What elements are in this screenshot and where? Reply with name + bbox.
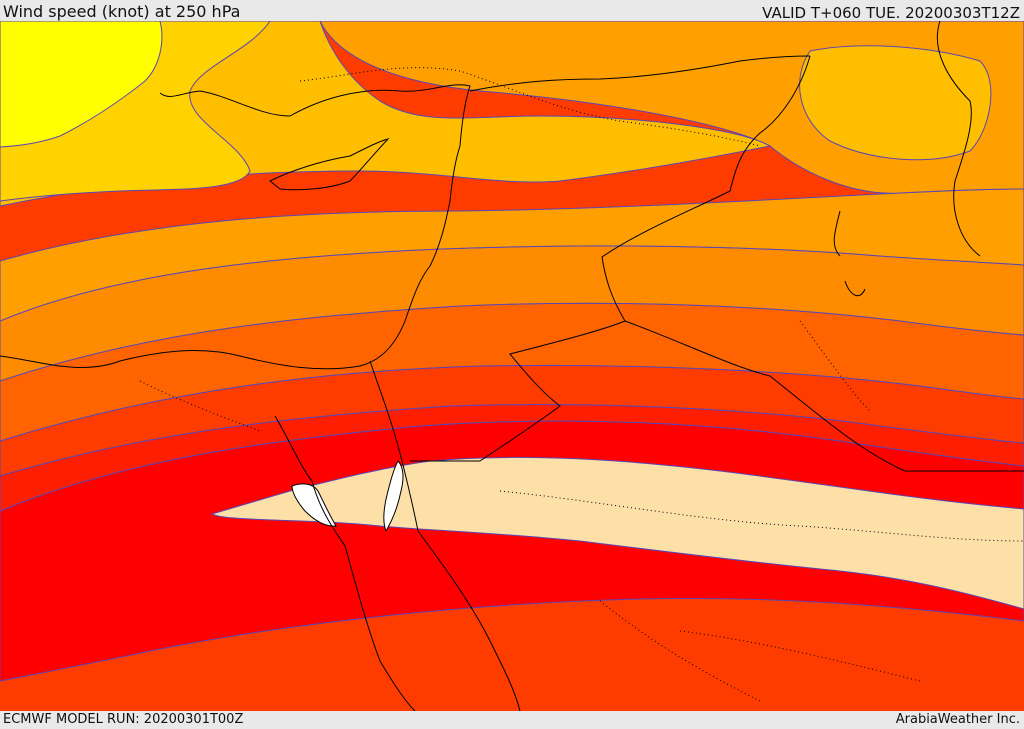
model-run-label: ECMWF MODEL RUN: 20200301T00Z <box>3 712 244 727</box>
band-gold-east <box>799 45 992 161</box>
jet-core-white-patch-2 <box>383 460 404 533</box>
country-borders <box>139 67 1024 702</box>
wind-speed-map <box>0 21 1024 711</box>
credit-label: ArabiaWeather Inc. <box>895 712 1020 727</box>
footer-bar: ECMWF MODEL RUN: 20200301T00Z ArabiaWeat… <box>0 711 1024 729</box>
jet-core-white-patch <box>291 483 337 527</box>
band-yellow <box>0 21 163 148</box>
map-canvas <box>0 21 1024 711</box>
header-bar: Wind speed (knot) at 250 hPa VALID T+060… <box>0 0 1024 22</box>
coastlines <box>0 21 1024 711</box>
valid-time-label: VALID T+060 TUE. 20200303T12Z <box>762 4 1020 22</box>
map-title: Wind speed (knot) at 250 hPa <box>3 2 241 21</box>
jet-core-band <box>210 456 1024 610</box>
